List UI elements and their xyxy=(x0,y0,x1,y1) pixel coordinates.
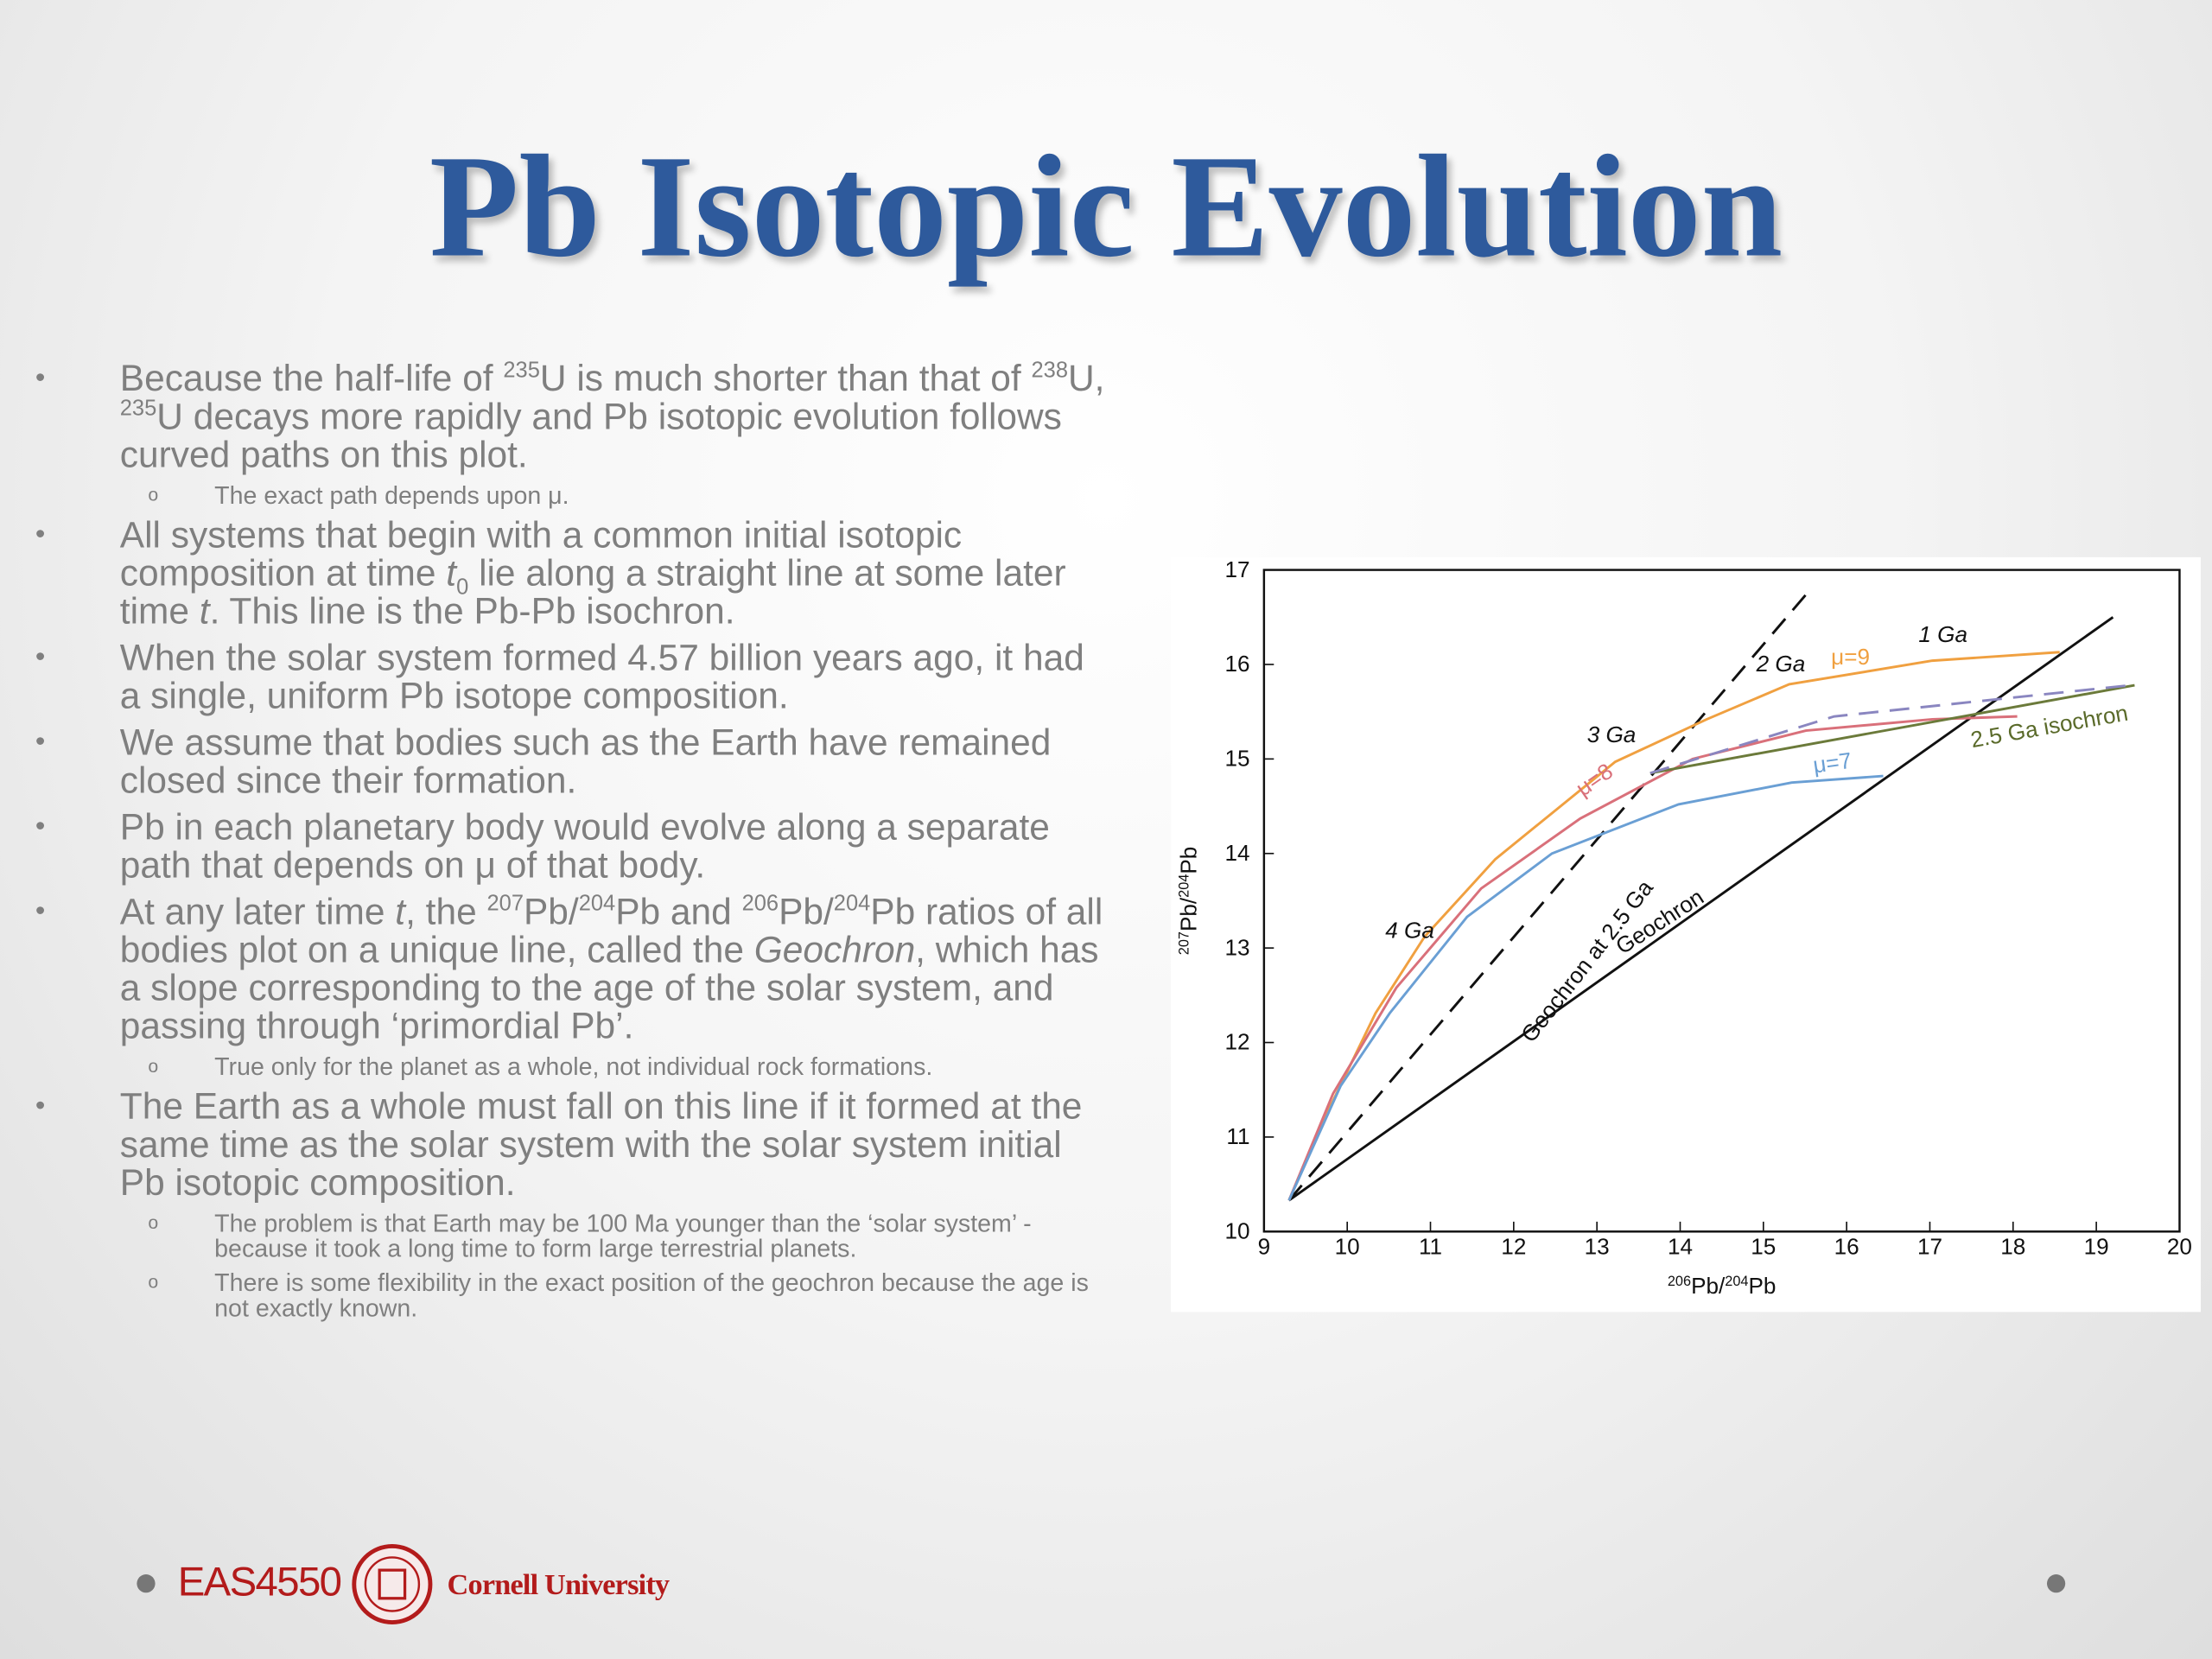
x-tick-label: 17 xyxy=(1917,1233,1942,1259)
slide-title: Pb Isotopic Evolution xyxy=(429,125,1783,289)
curve xyxy=(1649,683,2131,775)
annotation: μ=7 xyxy=(1811,747,1853,779)
curve xyxy=(1287,774,1884,1201)
text-run: Pb/ xyxy=(523,890,579,933)
run: Pb xyxy=(1749,1273,1777,1299)
x-tick-label: 14 xyxy=(1668,1233,1693,1259)
text-run: 204 xyxy=(833,892,871,917)
curve xyxy=(1287,715,2018,1201)
y-tick-label: 17 xyxy=(1224,557,1249,582)
text-run: U decays more rapidly and Pb isotopic ev… xyxy=(119,395,1062,476)
x-tick-label: 18 xyxy=(2000,1233,2025,1259)
text-run: 207 xyxy=(486,892,524,917)
text-run: 235 xyxy=(503,359,540,384)
run: Pb/ xyxy=(1691,1273,1726,1299)
text-run: , the xyxy=(405,890,487,933)
text-run: Pb in each planetary body would evolve a… xyxy=(119,805,1050,887)
text-run: Pb ratios of all bodies plot on a unique… xyxy=(119,890,1103,971)
bullet-list: Because the half-life of 235U is much sh… xyxy=(0,359,1128,1329)
text-run: t xyxy=(199,589,210,632)
y-tick-label: 16 xyxy=(1224,651,1249,677)
annotation: 4 Ga xyxy=(1385,918,1434,944)
y-tick-label: 10 xyxy=(1224,1217,1249,1243)
course-code: EAS4550 xyxy=(177,1560,342,1605)
text-run: . This line is the Pb-Pb isochron. xyxy=(209,589,735,632)
y-tick-label: 11 xyxy=(1226,1123,1249,1149)
bullet: Because the half-life of 235U is much sh… xyxy=(0,359,1108,474)
x-tick-label: 19 xyxy=(2084,1233,2109,1259)
plot-frame xyxy=(1262,569,2181,1233)
annotation: 2 Ga xyxy=(1756,651,1806,677)
sub-bullet: The problem is that Earth may be 100 Ma … xyxy=(0,1211,1103,1262)
y-tick-label: 13 xyxy=(1224,934,1249,960)
sub-bullet: The exact path depends upon μ. xyxy=(0,482,1103,507)
x-tick-label: 10 xyxy=(1335,1233,1360,1259)
run: 204 xyxy=(1725,1274,1748,1289)
x-tick-label: 11 xyxy=(1419,1233,1442,1259)
y-tick-label: 14 xyxy=(1224,840,1249,866)
curve xyxy=(1649,683,2135,775)
text-run: We assume that bodies such as the Earth … xyxy=(119,721,1052,802)
bullet: All systems that begin with a common ini… xyxy=(0,516,1108,632)
bullet: The Earth as a whole must fall on this l… xyxy=(0,1084,1108,1204)
text-run: lie along a straight line at some later … xyxy=(119,551,1066,632)
x-tick-label: 20 xyxy=(2167,1233,2192,1259)
annotation: μ=9 xyxy=(1831,644,1870,670)
run: Pb/ xyxy=(1175,897,1201,931)
figure: 9 10 11 12 13 14 15 16 17 18 19 20 10 11 12 13 14 15 16 17 2… xyxy=(1171,556,2201,1313)
curve xyxy=(1287,586,1814,1202)
y-tick-label: 15 xyxy=(1224,746,1249,772)
run: 206 xyxy=(1668,1274,1691,1289)
bullet: At any later time t, the 207Pb/204Pb and… xyxy=(0,893,1108,1045)
text-run: U, xyxy=(1068,357,1105,400)
text-run: Geochron xyxy=(753,928,916,971)
x-tick-label: 16 xyxy=(1834,1233,1859,1259)
text-run: Pb and xyxy=(615,890,742,933)
text-run: When the solar system formed 4.57 billio… xyxy=(119,636,1084,717)
annotation: 2.5 Ga isochron xyxy=(1968,700,2130,753)
bullet: When the solar system formed 4.57 billio… xyxy=(0,639,1108,715)
text-run: t xyxy=(395,890,406,933)
text-run: Pb/ xyxy=(779,890,834,933)
annotation: 1 Ga xyxy=(1918,621,1967,647)
x-axis-label: 206Pb/204Pb xyxy=(1668,1273,1777,1299)
run: Pb xyxy=(1175,847,1201,874)
text-run: All systems that begin with a common ini… xyxy=(119,513,963,594)
text-run: Because the half-life of xyxy=(119,357,504,400)
bullet: We assume that bodies such as the Earth … xyxy=(0,721,1108,802)
sub-bullet: There is some flexibility in the exact p… xyxy=(0,1269,1103,1320)
text-run: 204 xyxy=(578,892,616,917)
text-run: The Earth as a whole must fall on this l… xyxy=(119,1084,1083,1204)
text-run: t xyxy=(446,551,457,594)
annotation: 3 Ga xyxy=(1587,721,1637,747)
seal xyxy=(352,1543,433,1624)
x-tick-label: 12 xyxy=(1501,1233,1526,1259)
sub-bullet: True only for the planet as a whole, not… xyxy=(0,1054,1103,1079)
bullet: Pb in each planetary body would evolve a… xyxy=(0,808,1108,885)
text-run: , which has a slope corresponding to the… xyxy=(119,928,1099,1047)
university: Cornell University xyxy=(447,1567,671,1602)
run: 204 xyxy=(1176,874,1192,898)
run: 207 xyxy=(1176,931,1192,955)
text-run: At any later time xyxy=(119,890,396,933)
text-run: 238 xyxy=(1031,359,1069,384)
footer-dot xyxy=(2046,1574,2066,1593)
text-run: 206 xyxy=(741,892,779,917)
x-tick-label: 13 xyxy=(1585,1233,1610,1259)
text-run: U is much shorter than that of xyxy=(539,357,1032,400)
y-tick-label: 12 xyxy=(1224,1029,1249,1055)
footer-dot xyxy=(137,1574,156,1593)
text-run: 235 xyxy=(119,397,157,422)
x-tick-label: 15 xyxy=(1751,1233,1776,1259)
annotation: Geochron at 2.5 Ga xyxy=(1516,874,1658,1047)
x-tick-label: 9 xyxy=(1258,1233,1271,1259)
y-axis-label: 207Pb/204Pb xyxy=(1175,847,1201,956)
